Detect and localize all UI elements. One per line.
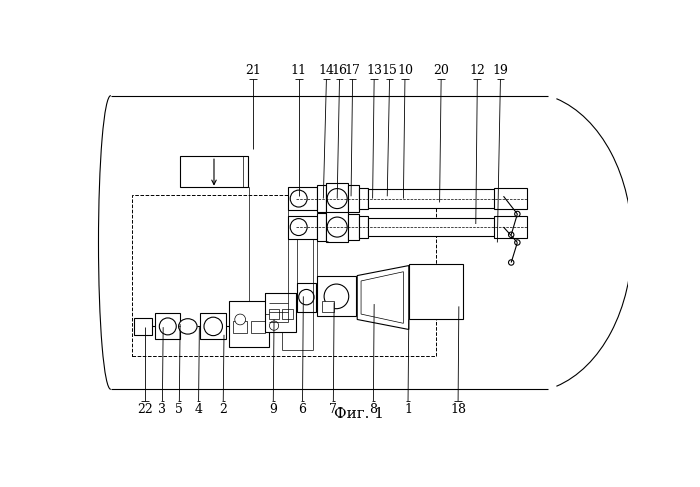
- Text: 11: 11: [290, 64, 307, 77]
- Text: 21: 21: [245, 64, 261, 77]
- Text: 9: 9: [270, 403, 277, 416]
- Text: Фиг. 1: Фиг. 1: [334, 407, 384, 421]
- Bar: [348, 186, 358, 212]
- Text: 15: 15: [382, 64, 398, 77]
- Text: 7: 7: [330, 403, 337, 416]
- Bar: [358, 188, 368, 209]
- Bar: [358, 216, 368, 238]
- Bar: [326, 212, 348, 243]
- Bar: [233, 321, 247, 333]
- Text: 1: 1: [404, 403, 412, 416]
- Circle shape: [508, 260, 514, 265]
- Polygon shape: [361, 272, 403, 323]
- Text: 3: 3: [158, 403, 167, 416]
- Circle shape: [324, 284, 349, 309]
- Text: 4: 4: [195, 403, 202, 416]
- Text: 5: 5: [176, 403, 183, 416]
- Bar: [281, 309, 293, 319]
- Bar: [288, 216, 317, 239]
- Circle shape: [270, 321, 279, 330]
- Circle shape: [514, 240, 520, 245]
- Bar: [132, 195, 435, 356]
- Text: 20: 20: [433, 64, 449, 77]
- Bar: [134, 318, 153, 335]
- Text: 16: 16: [332, 64, 347, 77]
- Bar: [409, 264, 463, 319]
- Text: 22: 22: [136, 403, 153, 416]
- Text: 18: 18: [450, 403, 466, 416]
- Bar: [200, 313, 226, 339]
- Circle shape: [327, 188, 347, 208]
- Bar: [251, 321, 265, 333]
- Bar: [288, 187, 317, 210]
- Circle shape: [160, 318, 176, 335]
- Bar: [265, 293, 295, 332]
- Bar: [368, 189, 495, 208]
- Polygon shape: [357, 265, 409, 330]
- Text: 13: 13: [366, 64, 382, 77]
- Text: 8: 8: [370, 403, 377, 416]
- Circle shape: [290, 190, 307, 207]
- Bar: [180, 156, 248, 187]
- Bar: [297, 282, 316, 312]
- Text: 10: 10: [397, 64, 413, 77]
- Bar: [494, 188, 526, 209]
- Text: 17: 17: [344, 64, 360, 77]
- Circle shape: [299, 289, 314, 305]
- Circle shape: [204, 317, 223, 336]
- Text: 2: 2: [219, 403, 228, 416]
- Ellipse shape: [178, 318, 197, 334]
- Bar: [155, 313, 180, 339]
- Circle shape: [508, 232, 514, 238]
- Bar: [348, 214, 358, 240]
- Bar: [317, 213, 326, 241]
- Bar: [317, 276, 356, 317]
- Bar: [494, 216, 526, 238]
- Bar: [230, 301, 270, 347]
- Circle shape: [514, 211, 520, 217]
- Circle shape: [290, 219, 307, 236]
- Bar: [269, 309, 279, 319]
- Bar: [326, 183, 348, 214]
- Bar: [317, 185, 326, 212]
- Bar: [368, 218, 495, 236]
- Text: 6: 6: [298, 403, 307, 416]
- Text: 12: 12: [470, 64, 485, 77]
- Circle shape: [327, 217, 347, 237]
- Circle shape: [234, 314, 246, 325]
- Bar: [322, 301, 334, 312]
- Text: 19: 19: [493, 64, 508, 77]
- Text: 14: 14: [318, 64, 335, 77]
